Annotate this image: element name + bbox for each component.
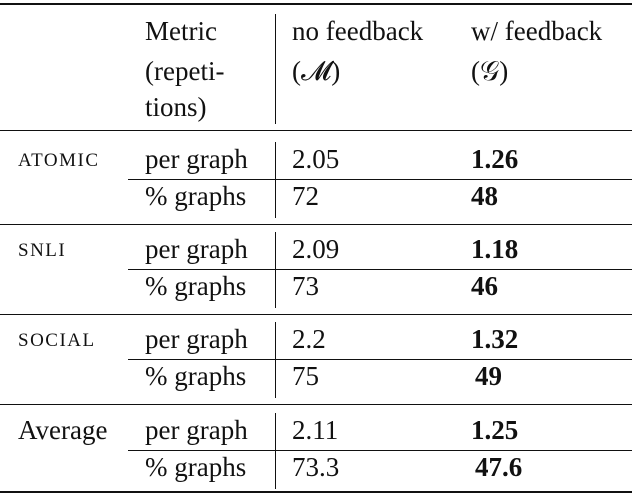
column-divider	[275, 413, 276, 489]
table-bottom-rule	[0, 491, 632, 493]
header-with-feedback: w/ feedback	[471, 16, 603, 46]
with-feedback-cell: 1.18	[471, 234, 519, 264]
group-rule	[0, 404, 632, 405]
with-feedback-cell: 1.25	[471, 415, 519, 445]
with-feedback-cell: 46	[471, 271, 498, 301]
row-separator	[128, 450, 632, 451]
table-group: SOCIAL per graph 2.2 1.32 % graphs 75 49	[0, 320, 632, 410]
row-separator	[128, 179, 632, 180]
row-separator	[128, 269, 632, 270]
dataset-label: ATOMIC	[18, 150, 100, 171]
with-feedback-cell: 48	[471, 181, 498, 211]
metric-cell: per graph	[145, 324, 248, 354]
header-metric-line1: Metric	[145, 16, 217, 46]
no-feedback-cell: 73.3	[292, 452, 340, 482]
metric-cell: per graph	[145, 415, 248, 445]
table-top-rule	[0, 3, 632, 5]
with-feedback-cell: 1.32	[471, 324, 519, 354]
metric-cell: per graph	[145, 144, 248, 174]
header-rule	[0, 130, 632, 131]
table-group: SNLI per graph 2.09 1.18 % graphs 73 46	[0, 230, 632, 320]
dataset-label: SOCIAL	[18, 330, 96, 351]
no-feedback-cell: 2.11	[292, 415, 339, 445]
with-feedback-cell: 47.6	[475, 452, 523, 482]
metric-cell: % graphs	[145, 181, 247, 211]
group-rule	[0, 314, 632, 315]
header-no-feedback-symbol: (𝓜)	[292, 56, 341, 86]
header-no-feedback: no feedback	[292, 16, 424, 46]
header-metric-line3: tions)	[145, 92, 207, 122]
metric-cell: % graphs	[145, 361, 247, 391]
column-divider	[275, 142, 276, 218]
metric-cell: % graphs	[145, 271, 247, 301]
with-feedback-cell: 49	[475, 361, 502, 391]
dataset-label: SNLI	[18, 240, 67, 261]
table-group: ATOMIC per graph 2.05 1.26 % graphs 72 48	[0, 140, 632, 230]
header-with-feedback-symbol: (𝒢)	[471, 56, 509, 86]
no-feedback-cell: 2.09	[292, 234, 340, 264]
header-divider	[275, 14, 276, 124]
metric-cell: per graph	[145, 234, 248, 264]
column-divider	[275, 322, 276, 398]
metric-cell: % graphs	[145, 452, 247, 482]
header-metric-line2: (repeti-	[145, 56, 225, 86]
no-feedback-cell: 2.05	[292, 144, 340, 174]
column-divider	[275, 232, 276, 308]
with-feedback-cell: 1.26	[471, 144, 519, 174]
no-feedback-cell: 75	[292, 361, 319, 391]
no-feedback-cell: 72	[292, 181, 319, 211]
no-feedback-cell: 73	[292, 271, 319, 301]
dataset-label: Average	[18, 415, 108, 445]
table-group: Average per graph 2.11 1.25 % graphs 73.3 47.6	[0, 411, 632, 501]
row-separator	[128, 359, 632, 360]
no-feedback-cell: 2.2	[292, 324, 326, 354]
group-rule	[0, 224, 632, 225]
